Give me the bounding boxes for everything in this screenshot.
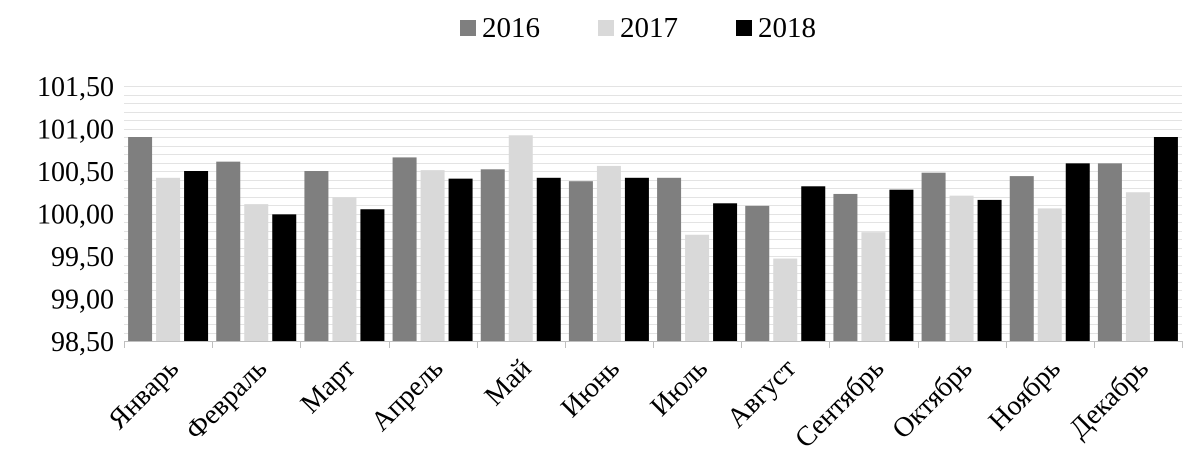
bar-2017 — [861, 232, 886, 341]
legend-label: 2016 — [482, 12, 540, 44]
bar-2018 — [713, 203, 738, 341]
x-tick-label: Апрель — [365, 353, 449, 437]
bar-2016 — [921, 172, 946, 341]
bar-2018 — [536, 177, 561, 341]
legend-swatch-2018 — [736, 20, 752, 36]
bar-2016 — [833, 193, 858, 341]
x-tick-label: Август — [721, 353, 802, 434]
bar-2017 — [596, 165, 621, 341]
y-tick-label: 98,50 — [51, 327, 114, 358]
bar-2016 — [745, 205, 770, 341]
bar-2016 — [1097, 163, 1122, 341]
bar-2017 — [1037, 208, 1062, 341]
x-tick-label: Июль — [645, 353, 714, 422]
bar-2018 — [889, 189, 914, 341]
x-tick-label: Май — [479, 353, 538, 412]
y-tick-label: 99,00 — [51, 285, 114, 316]
bar-2017 — [244, 204, 269, 341]
y-axis: 98,50 99,00 99,50 100,00 100,50 101,00 101,50 — [37, 72, 114, 358]
bar-2018 — [624, 177, 649, 341]
bar-2017 — [156, 177, 181, 341]
bar-2018 — [272, 214, 297, 341]
y-tick-label: 100,50 — [37, 157, 114, 188]
legend-label: 2017 — [620, 12, 678, 44]
gridlines — [124, 86, 1182, 342]
bar-2018 — [977, 199, 1002, 341]
bar-2017 — [332, 197, 357, 341]
x-tick-label: Февраль — [180, 353, 273, 446]
x-tick-label: Март — [295, 353, 362, 420]
bar-2018 — [801, 186, 826, 341]
legend: 2016 2017 2018 — [460, 12, 816, 44]
y-tick-label: 100,00 — [37, 200, 114, 231]
bar-2016 — [216, 161, 241, 341]
bar-2017 — [420, 170, 445, 341]
x-tick-label: Январь — [103, 353, 186, 436]
x-tick-label: Сентябрь — [789, 353, 890, 454]
bar-2018 — [1153, 137, 1178, 341]
bar-2016 — [568, 181, 593, 341]
bar-2017 — [685, 234, 710, 341]
bar-2016 — [1009, 176, 1034, 341]
bar-2017 — [773, 258, 798, 341]
legend-swatch-2017 — [598, 20, 614, 36]
y-tick-label: 101,50 — [37, 72, 114, 103]
x-tick-label: Июнь — [555, 353, 626, 424]
bar-2016 — [304, 171, 329, 341]
x-tick-label: Декабрь — [1063, 353, 1155, 445]
bar-2016 — [480, 169, 505, 341]
bar-2017 — [508, 135, 533, 341]
bar-2017 — [1125, 192, 1150, 341]
bar-2018 — [1065, 163, 1090, 341]
x-tick-label: Октябрь — [886, 353, 978, 445]
legend-swatch-2016 — [460, 20, 476, 36]
bar-2016 — [657, 177, 682, 341]
y-tick-label: 101,00 — [37, 115, 114, 146]
y-tick-label: 99,50 — [51, 242, 114, 273]
legend-label: 2018 — [758, 12, 816, 44]
bar-2018 — [448, 178, 473, 341]
bar-2016 — [128, 137, 153, 341]
x-tick-label: Ноябрь — [983, 353, 1067, 437]
bar-2016 — [392, 157, 417, 341]
bar-2018 — [360, 209, 385, 341]
bar-2018 — [184, 171, 209, 341]
bars — [128, 135, 1178, 341]
bar-2017 — [949, 195, 974, 341]
